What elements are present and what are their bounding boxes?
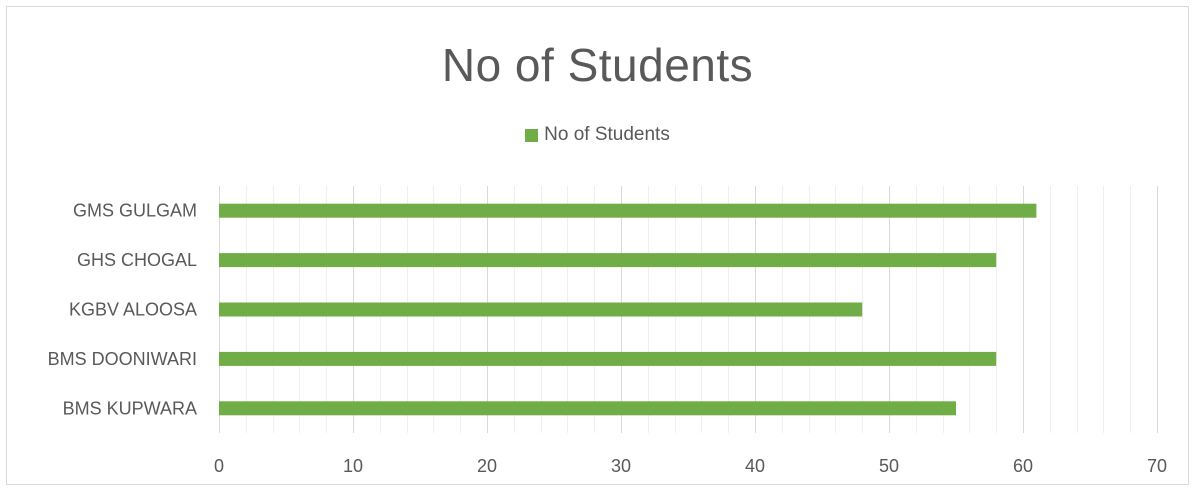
category-label: BMS DOONIWARI [48,349,197,369]
bar [219,401,956,416]
bar [219,203,1037,218]
category-labels: BMS KUPWARA BMS DOONIWARI KGBV ALOOSA GHS C… [48,201,197,419]
x-tick-label: 50 [879,456,899,476]
category-label: GHS CHOGAL [77,250,197,270]
category-label: KGBV ALOOSA [69,300,197,320]
x-tick-label: 40 [745,456,765,476]
bar [219,302,863,317]
x-tick-label: 10 [343,456,363,476]
chart-title: No of Students [441,39,754,91]
x-tick-label: 0 [214,456,224,476]
category-label: BMS KUPWARA [63,398,197,418]
legend: No of Students [0,124,1195,146]
bar [219,253,997,268]
x-tick-label: 70 [1147,456,1167,476]
x-tick-label: 30 [611,456,631,476]
x-tick-label: 20 [477,456,497,476]
legend-swatch [525,128,539,142]
bar [219,351,997,366]
bars-layer [219,203,1037,416]
x-tick-label: 60 [1013,456,1033,476]
legend-label: No of Students [544,124,670,145]
x-tick-labels: 0 10 20 30 40 50 60 70 [214,456,1167,476]
category-label: GMS GULGAM [73,201,197,221]
